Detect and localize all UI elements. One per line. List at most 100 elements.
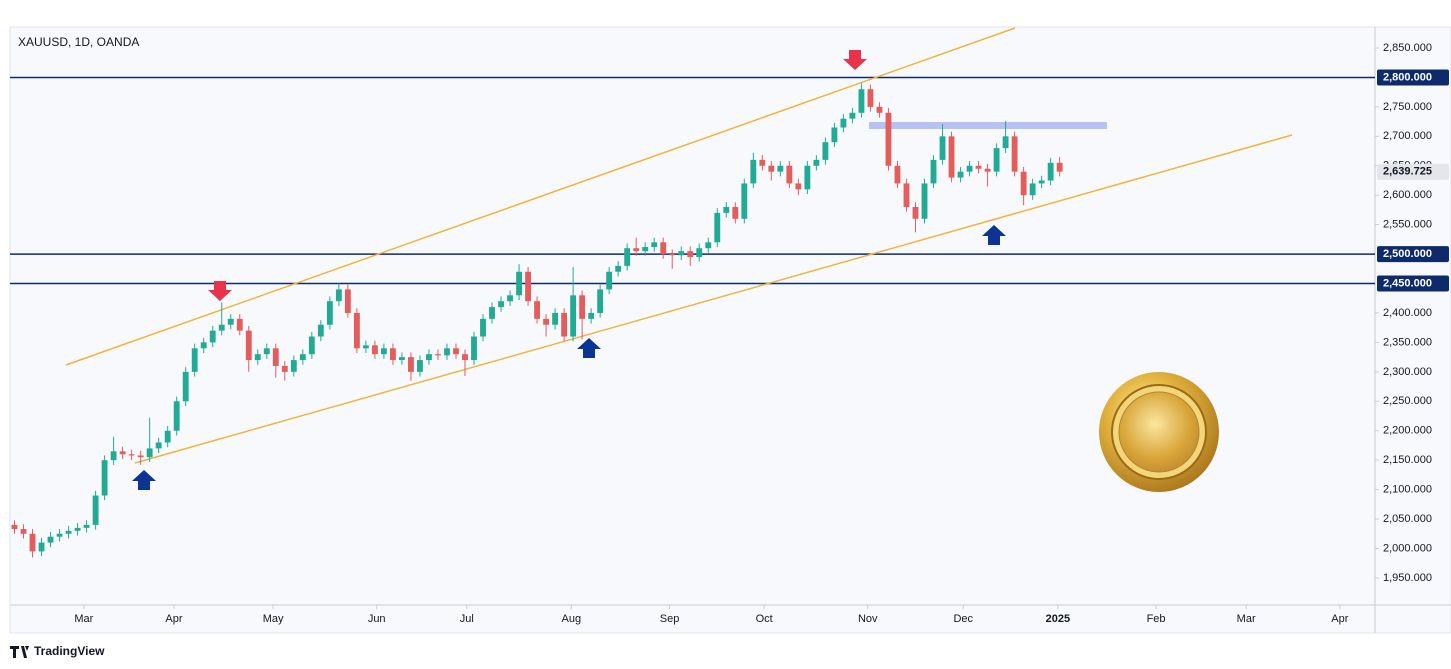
level-label-box	[1377, 69, 1449, 86]
y-tick-label: 2,050.000	[1383, 513, 1432, 525]
candle-body	[984, 168, 991, 172]
y-tick-label: 2,400.000	[1383, 307, 1432, 319]
x-tick-label: Oct	[756, 613, 773, 625]
candle-body	[110, 451, 117, 461]
candle-body	[1029, 183, 1036, 196]
candle-body	[633, 248, 640, 252]
candle-body	[272, 348, 279, 366]
candle-body	[561, 312, 568, 337]
candle-body	[263, 348, 270, 355]
candle-body	[543, 318, 550, 325]
candle-body	[245, 330, 252, 361]
x-tick-label: Dec	[953, 613, 973, 625]
candle-body	[1020, 171, 1027, 196]
candle-body	[903, 183, 910, 207]
y-tick-label: 2,000.000	[1383, 542, 1432, 554]
arrow-up	[982, 225, 1006, 245]
candle-body	[362, 345, 369, 349]
candle-body	[101, 460, 108, 496]
level-label: 2,800.000	[1383, 71, 1432, 83]
x-tick-label: 2025	[1046, 613, 1070, 625]
candle-body	[705, 242, 712, 249]
candle-body	[209, 330, 216, 343]
brand-name: TradingView	[34, 644, 105, 658]
x-tick-label: Apr	[1331, 613, 1348, 625]
chart-title: XAUUSD, 1D, OANDA	[18, 35, 139, 49]
x-tick-label: Mar	[74, 613, 93, 625]
candle-body	[597, 289, 604, 313]
candle-body	[380, 348, 387, 355]
candle-body	[858, 89, 865, 113]
chart-frame	[9, 26, 1451, 634]
level-label-box	[1377, 275, 1449, 292]
candle-body	[957, 171, 964, 178]
candle-body	[723, 206, 730, 213]
candle-body	[290, 360, 297, 372]
candle-body	[308, 336, 315, 355]
candle-body	[660, 242, 667, 255]
candle-body	[74, 527, 81, 531]
candle-body	[876, 106, 883, 113]
candle-body	[732, 206, 739, 219]
y-tick-label: 2,350.000	[1383, 336, 1432, 348]
candle-body	[281, 365, 288, 372]
candle-body	[480, 318, 486, 337]
x-tick-label: Mar	[1237, 613, 1256, 625]
y-tick-label: 2,200.000	[1383, 425, 1432, 437]
candle-body	[462, 354, 468, 361]
candle-body	[948, 136, 955, 178]
candle-body	[11, 524, 18, 530]
candle-body	[822, 142, 829, 160]
candle-body	[1056, 162, 1063, 172]
candle-body	[669, 254, 676, 256]
candle-body	[344, 289, 351, 313]
candle-body	[570, 295, 577, 337]
y-tick-label: 2,850.000	[1383, 42, 1432, 54]
candle-body	[552, 312, 559, 325]
candle-body	[29, 533, 36, 552]
candles	[11, 83, 1063, 558]
candle-body	[471, 336, 477, 361]
brand-logo	[10, 646, 29, 658]
candle-body	[651, 242, 658, 248]
candle-body	[299, 354, 306, 361]
y-tick-label: 2,750.000	[1383, 101, 1432, 113]
candle-body	[615, 265, 622, 272]
x-tick-label: Aug	[562, 613, 582, 625]
candle-body	[1047, 162, 1054, 181]
brand: TradingView	[10, 644, 105, 658]
candle-body	[975, 165, 982, 169]
y-tick-label: 2,150.000	[1383, 454, 1432, 466]
candle-body	[642, 247, 649, 252]
y-tick-label: 2,100.000	[1383, 484, 1432, 496]
x-tick-label: May	[263, 613, 284, 625]
last-price-label: 2,639.725	[1383, 166, 1432, 178]
candle-body	[65, 530, 72, 534]
x-tick-label: Sep	[660, 613, 680, 625]
y-tick-label: 2,700.000	[1383, 130, 1432, 142]
candle-body	[435, 354, 441, 356]
candle-body	[867, 89, 874, 107]
candle-body	[236, 318, 243, 331]
candle-body	[119, 451, 126, 455]
candle-body	[849, 112, 856, 119]
candle-body	[20, 529, 27, 534]
y-tick-label: 2,600.000	[1383, 189, 1432, 201]
candle-body	[182, 371, 189, 402]
candle-body	[326, 301, 333, 325]
candle-body	[606, 271, 613, 290]
candle-body	[128, 454, 135, 456]
level-label: 2,500.000	[1383, 248, 1432, 260]
x-tick-label: Apr	[165, 613, 182, 625]
candle-body	[912, 206, 919, 219]
level-label: 2,450.000	[1383, 277, 1432, 289]
candle-body	[786, 165, 793, 184]
coin-center	[1118, 391, 1200, 473]
candle-body	[389, 348, 396, 361]
candle-body	[777, 165, 784, 172]
x-tick-label: Jul	[460, 613, 474, 625]
y-tick-label: 2,550.000	[1383, 219, 1432, 231]
